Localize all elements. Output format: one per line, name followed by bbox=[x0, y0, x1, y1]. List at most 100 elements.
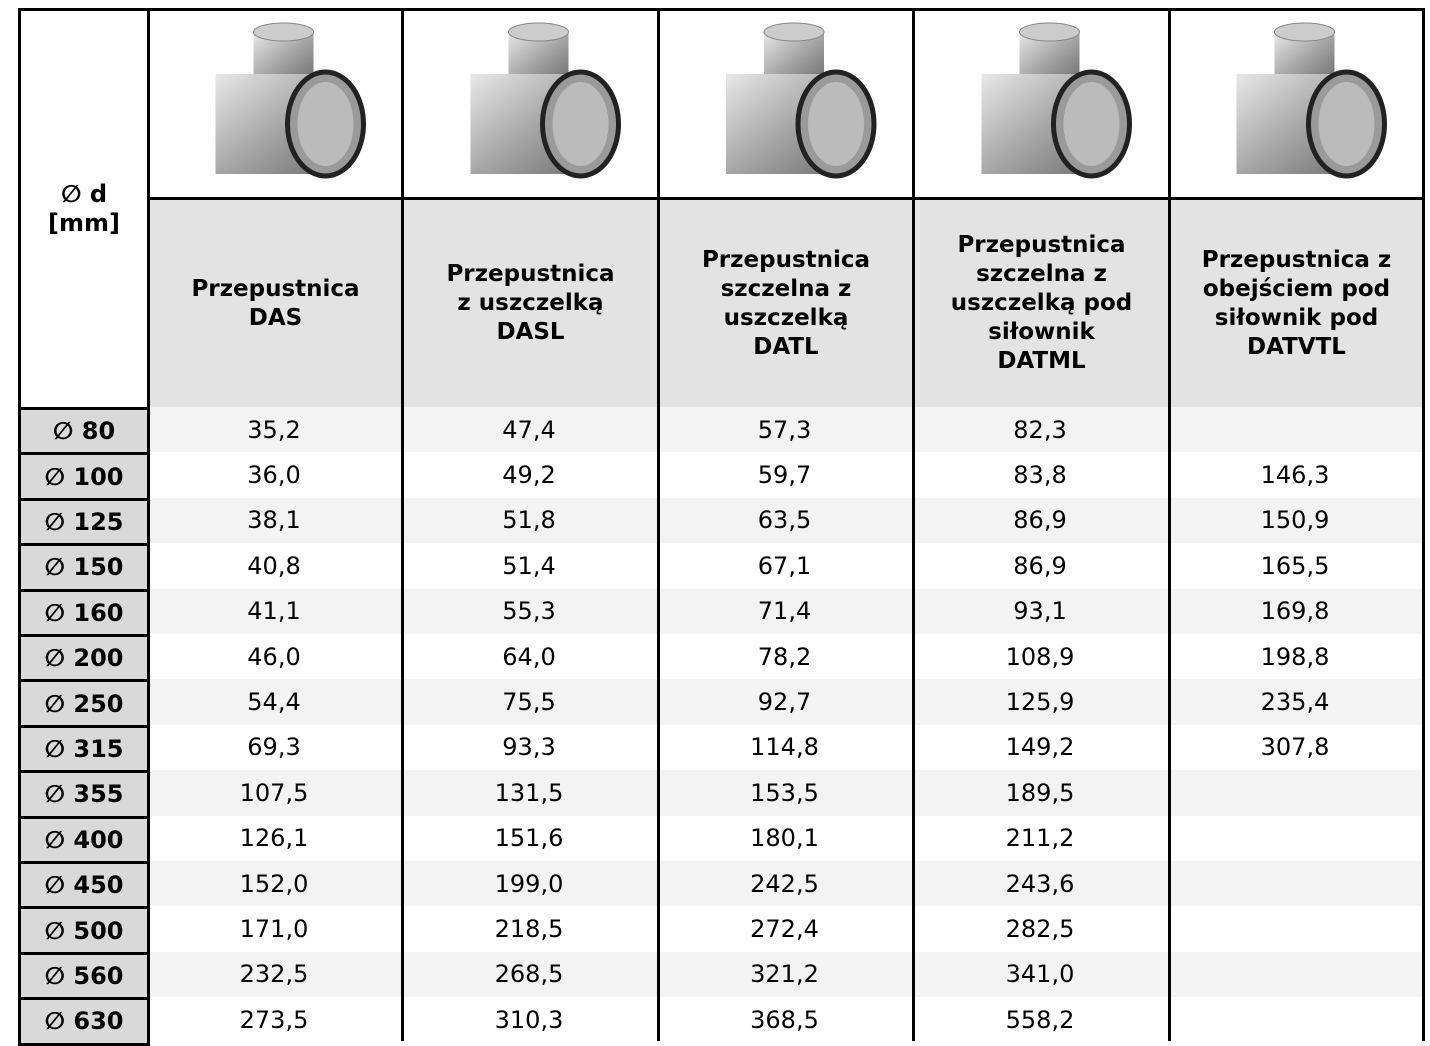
value-cell: 198,8 bbox=[1168, 634, 1422, 679]
value-cell: 54,4 bbox=[147, 679, 401, 724]
value-cell: 558,2 bbox=[912, 997, 1168, 1042]
value-cell: 268,5 bbox=[401, 952, 657, 997]
header-text: DASL bbox=[496, 319, 565, 345]
value-cell: 180,1 bbox=[657, 816, 912, 861]
value-cell: 40,8 bbox=[147, 543, 401, 588]
value: 150,9 bbox=[1260, 506, 1330, 535]
row-background bbox=[147, 452, 1422, 498]
row-label: ∅ 560 bbox=[18, 951, 150, 1001]
value: 86,9 bbox=[1013, 551, 1067, 580]
value: 558,2 bbox=[1005, 1005, 1075, 1034]
value: 64,0 bbox=[502, 642, 556, 671]
column-header: Przepustnica DAS bbox=[147, 197, 404, 410]
header-text: Przepustnica bbox=[191, 275, 360, 302]
value: 243,6 bbox=[1005, 869, 1075, 898]
value-cell: 69,3 bbox=[147, 725, 401, 770]
value: 341,0 bbox=[1005, 960, 1075, 989]
row-background bbox=[147, 997, 1422, 1043]
value-cell: 273,5 bbox=[147, 997, 401, 1042]
value-cell: 211,2 bbox=[912, 816, 1168, 861]
header-text: obejściem pod bbox=[1202, 275, 1391, 302]
value: 211,2 bbox=[1005, 824, 1075, 853]
diameter-label: ∅ 125 bbox=[44, 507, 124, 536]
value: 321,2 bbox=[750, 960, 819, 989]
value-cell bbox=[1168, 816, 1422, 861]
value-cell: 272,4 bbox=[657, 906, 912, 951]
value-cell: 149,2 bbox=[912, 725, 1168, 770]
header-text: siłownik pod bbox=[1214, 304, 1379, 331]
damper-image bbox=[660, 11, 912, 197]
value: 180,1 bbox=[750, 824, 819, 853]
damper-image bbox=[915, 11, 1168, 197]
value: 307,8 bbox=[1260, 733, 1330, 762]
value-cell: 38,1 bbox=[147, 498, 401, 543]
value: 272,4 bbox=[750, 915, 819, 944]
row-label: ∅ 125 bbox=[18, 497, 150, 547]
header-text: siłownik bbox=[988, 319, 1095, 345]
row-label: ∅ 400 bbox=[18, 815, 150, 864]
value-cell bbox=[1168, 861, 1422, 906]
diameter-label: ∅ 500 bbox=[44, 916, 124, 945]
value: 55,3 bbox=[502, 597, 556, 626]
value-cell: 78,2 bbox=[657, 634, 912, 679]
value: 47,4 bbox=[502, 415, 556, 444]
header-text: uszczelką pod bbox=[950, 290, 1133, 316]
value-cell: 199,0 bbox=[401, 861, 657, 906]
value-cell: 235,4 bbox=[1168, 679, 1422, 724]
value: 51,8 bbox=[502, 506, 556, 535]
header-text: Przepustnica bbox=[957, 232, 1126, 258]
value-cell: 243,6 bbox=[912, 861, 1168, 906]
row-background bbox=[147, 543, 1422, 589]
value: 75,5 bbox=[502, 688, 556, 717]
value-cell: 310,3 bbox=[401, 997, 657, 1042]
value-cell bbox=[1168, 770, 1422, 815]
row-label: ∅ 450 bbox=[18, 861, 150, 910]
value-cell: 107,5 bbox=[147, 770, 401, 815]
header-text: DATL bbox=[753, 333, 819, 360]
row-background bbox=[147, 407, 1422, 453]
value: 46,0 bbox=[247, 642, 301, 671]
value: 232,5 bbox=[239, 960, 309, 989]
value: 93,3 bbox=[502, 733, 556, 762]
value: 92,7 bbox=[757, 688, 812, 717]
value: 78,2 bbox=[757, 642, 812, 671]
row-label: ∅ 630 bbox=[18, 997, 150, 1046]
row-background bbox=[147, 861, 1422, 907]
row-background bbox=[147, 815, 1422, 861]
column-border bbox=[657, 407, 660, 1041]
row-label: ∅ 355 bbox=[18, 770, 150, 819]
column-border bbox=[401, 407, 404, 1041]
value: 169,8 bbox=[1260, 597, 1330, 626]
value: 151,6 bbox=[494, 824, 564, 853]
row-label: ∅ 80 bbox=[18, 407, 150, 456]
diameter-header: ∅ d [mm] bbox=[18, 8, 150, 410]
value: 146,3 bbox=[1260, 461, 1330, 490]
value-cell: 75,5 bbox=[401, 679, 657, 724]
header-text: uszczelką bbox=[723, 304, 849, 331]
row-background bbox=[147, 497, 1422, 544]
row-background bbox=[147, 770, 1422, 816]
value-cell: 64,0 bbox=[401, 634, 657, 679]
value-cell: 51,8 bbox=[401, 498, 657, 543]
value: 282,5 bbox=[1005, 915, 1075, 944]
value-cell: 71,4 bbox=[657, 589, 912, 634]
value-cell: 165,5 bbox=[1168, 543, 1422, 588]
value-cell: 35,2 bbox=[147, 407, 401, 452]
value-cell: 341,0 bbox=[912, 952, 1168, 997]
value-cell: 93,1 bbox=[912, 589, 1168, 634]
value-cell: 232,5 bbox=[147, 952, 401, 997]
diameter-label: ∅ 80 bbox=[52, 417, 116, 446]
column-header: Przepustnica szczelna z uszczelką pod siłow… bbox=[912, 197, 1171, 410]
diameter-label: ∅ 560 bbox=[44, 961, 124, 990]
product-image bbox=[912, 8, 1171, 200]
value: 149,2 bbox=[1005, 733, 1075, 762]
column-header: Przepustnica szczelna z uszczelką DATL bbox=[657, 197, 915, 410]
value-cell: 51,4 bbox=[401, 543, 657, 588]
value: 189,5 bbox=[1005, 778, 1075, 807]
value: 273,5 bbox=[239, 1005, 309, 1034]
value: 368,5 bbox=[750, 1005, 819, 1034]
damper-image bbox=[404, 11, 657, 197]
column-border bbox=[1168, 407, 1171, 1041]
row-background bbox=[147, 588, 1422, 634]
value: 57,3 bbox=[757, 415, 812, 444]
